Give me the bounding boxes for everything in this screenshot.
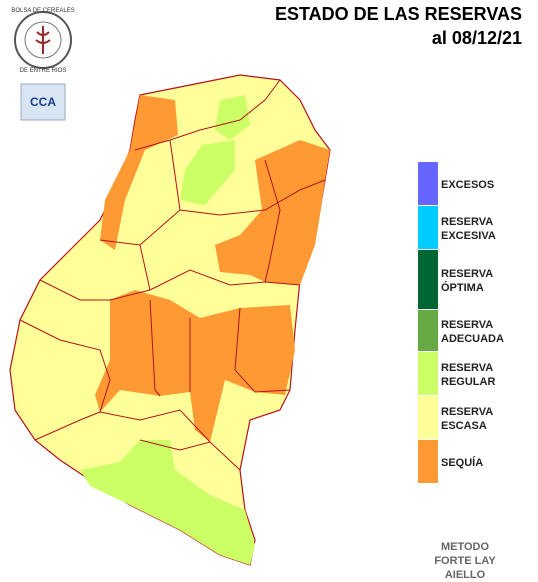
map — [9, 74, 331, 566]
legend: EXCESOSRESERVAEXCESIVARESERVAÓPTIMARESER… — [418, 162, 504, 483]
footer-line: AIELLO — [445, 569, 486, 581]
legend-label: ADECUADA — [441, 333, 504, 345]
legend-swatch — [418, 310, 438, 351]
badge-text: CCA — [30, 95, 56, 109]
cca-badge: CCA — [20, 83, 66, 121]
legend-swatch — [418, 440, 438, 483]
logo-place: DE ENTRE RIOS — [20, 68, 67, 74]
legend-label: RESERVA — [441, 216, 493, 228]
footer-line: METODO — [441, 541, 490, 553]
legend-label: SEQUÍA — [441, 456, 483, 469]
footer: METODO FORTE LAY AIELLO — [434, 541, 496, 581]
date: al 08/12/21 — [432, 28, 522, 48]
legend-label: ÓPTIMA — [441, 281, 484, 294]
legend-label: RESERVA — [441, 406, 493, 418]
legend-label: REGULAR — [441, 376, 495, 388]
footer-line: FORTE LAY — [434, 555, 496, 567]
title: ESTADO DE LAS RESERVAS — [275, 4, 522, 24]
legend-label: RESERVA — [441, 319, 493, 331]
legend-label: ESCASA — [441, 420, 487, 432]
legend-swatch — [418, 162, 438, 205]
legend-label: EXCESOS — [441, 179, 494, 191]
legend-label: RESERVA — [441, 268, 493, 280]
legend-label: EXCESIVA — [441, 230, 496, 242]
logo-org: BOLSA DE CEREALES — [11, 8, 74, 14]
legend-swatch — [418, 250, 438, 309]
legend-swatch — [418, 352, 438, 395]
legend-label: RESERVA — [441, 362, 493, 374]
logo: BOLSA DE CEREALES DE ENTRE RIOS — [11, 8, 74, 74]
legend-swatch — [418, 206, 438, 249]
legend-swatch — [418, 396, 438, 439]
